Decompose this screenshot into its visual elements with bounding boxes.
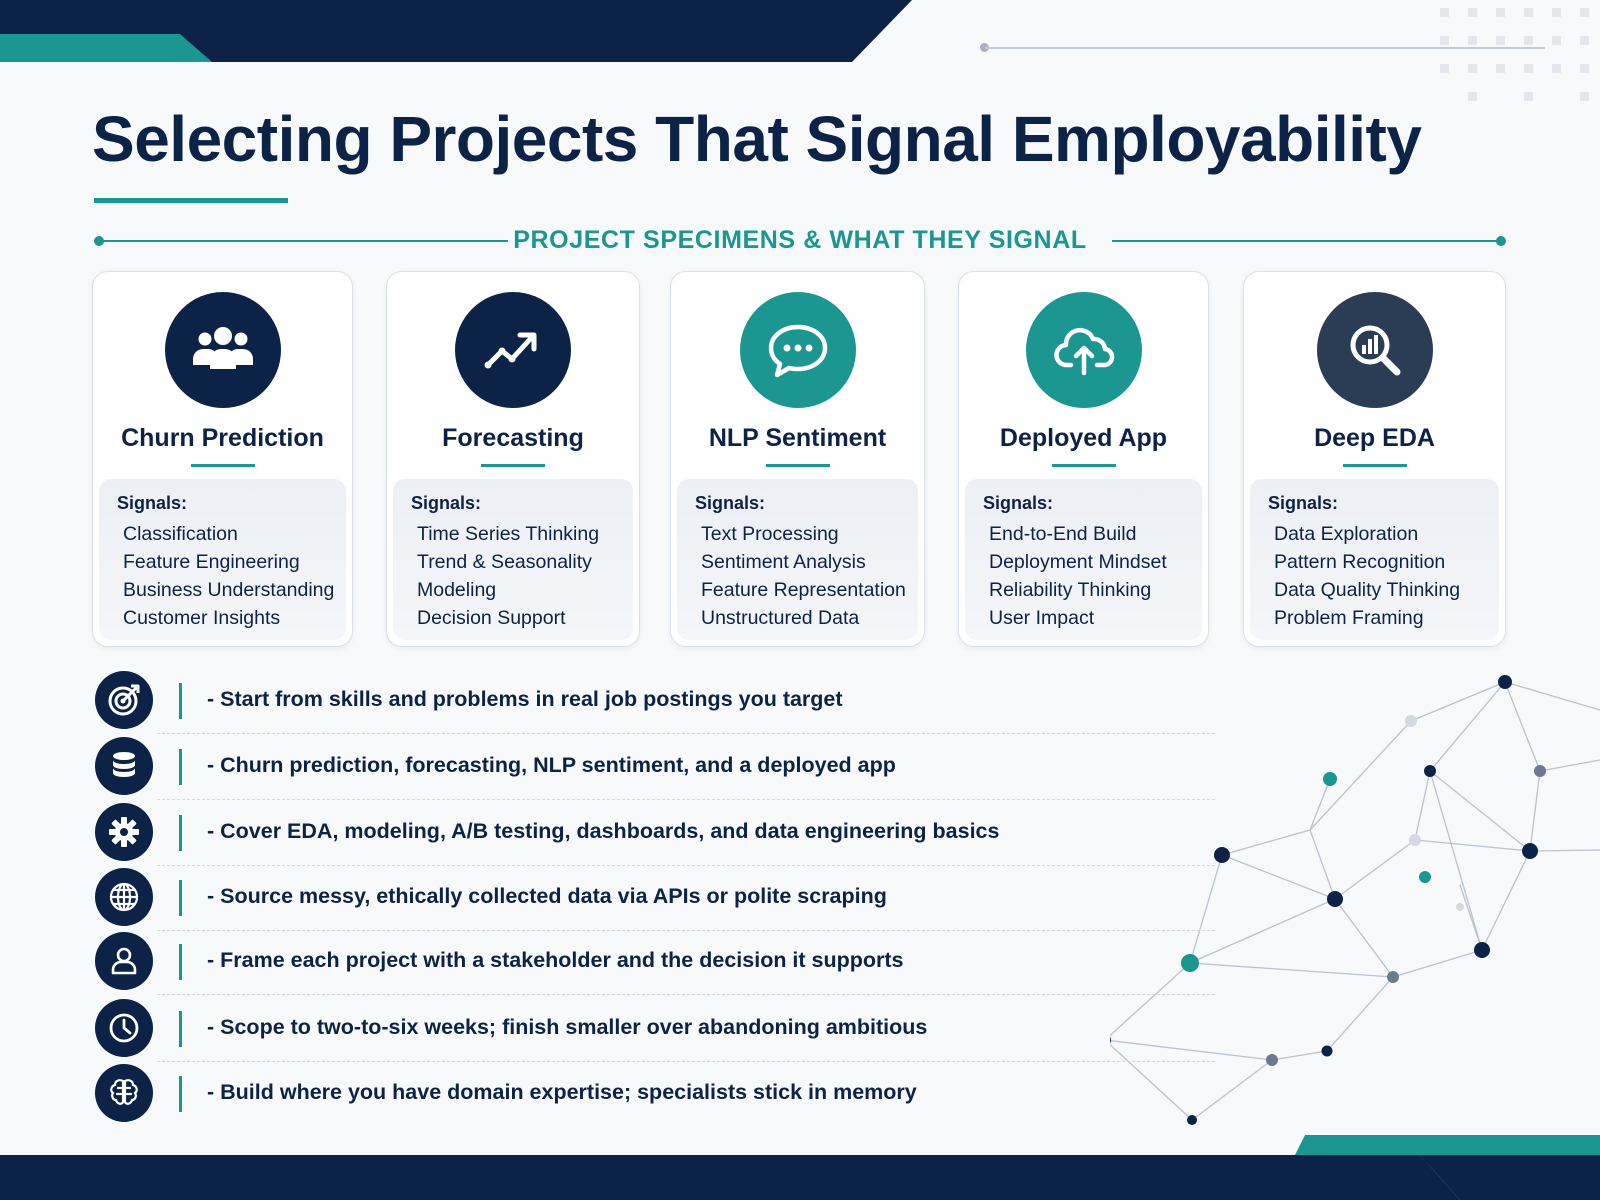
signal-item: Classification [123, 523, 238, 545]
signals-label: Signals: [117, 493, 188, 513]
page-title: Selecting Projects That Signal Employabi… [92, 103, 1422, 175]
database-icon [95, 737, 153, 795]
signals-box: Signals: Text Processing Sentiment Analy… [677, 479, 918, 640]
bullet-separator [157, 799, 1215, 800]
signal-item: Reliability Thinking [989, 579, 1152, 601]
gear-icon [95, 803, 153, 861]
bullet-accent-bar [179, 1011, 182, 1047]
bullet-text: - Source messy, ethically collected data… [207, 884, 887, 908]
cloud-upload-icon [1025, 292, 1142, 408]
signal-item: Feature Engineering [123, 551, 300, 573]
signal-item: User Impact [989, 607, 1095, 629]
card-title: Churn Prediction [121, 424, 324, 452]
bullet-item: - Frame each project with a stakeholder … [95, 930, 1215, 995]
project-card-nlp-sentiment: NLP Sentiment Signals: Text Processing S… [670, 271, 925, 647]
signals-box: Signals: Data Exploration Pattern Recogn… [1250, 479, 1499, 640]
signal-item: Data Quality Thinking [1274, 579, 1461, 601]
signals-box: Signals: Classification Feature Engineer… [99, 479, 346, 640]
bullet-item: - Start from skills and problems in real… [95, 669, 1215, 734]
decorative-line [985, 47, 1545, 49]
bullet-item: - Cover EDA, modeling, A/B testing, dash… [95, 801, 1215, 866]
bullet-item: - Churn prediction, forecasting, NLP sen… [95, 735, 1215, 800]
signal-item: Problem Framing [1274, 607, 1424, 629]
bullet-text: - Scope to two-to-six weeks; finish smal… [207, 1015, 928, 1039]
project-card-deep-eda: Deep EDA Signals: Data Exploration Patte… [1243, 271, 1506, 647]
bullet-text: - Start from skills and problems in real… [207, 687, 843, 711]
signal-item: Data Exploration [1274, 523, 1419, 545]
bullet-separator [157, 1061, 1215, 1062]
project-card-churn-prediction: Churn Prediction Signals: Classification… [92, 271, 353, 647]
signal-item: Text Processing [701, 523, 839, 545]
bullet-text: - Build where you have domain expertise;… [207, 1080, 917, 1104]
title-underline [94, 198, 288, 203]
signal-item: Deployment Mindset [989, 551, 1167, 573]
bottom-banner [0, 1135, 1600, 1200]
top-banner [0, 0, 912, 62]
section-line-right [1112, 240, 1502, 242]
card-title: Deep EDA [1314, 424, 1435, 452]
card-underline [481, 464, 545, 467]
signals-label: Signals: [1268, 493, 1339, 513]
project-card-deployed-app: Deployed App Signals: End-to-End Build D… [958, 271, 1209, 647]
signals-label: Signals: [983, 493, 1054, 513]
section-dot-right [1496, 236, 1506, 246]
trend-up-icon [455, 292, 571, 408]
bullet-accent-bar [179, 683, 182, 719]
signal-item: Unstructured Data [701, 607, 860, 629]
chat-bubble-icon [739, 292, 856, 408]
bullet-separator [157, 994, 1215, 995]
signals-label: Signals: [695, 493, 766, 513]
bullet-accent-bar [179, 749, 182, 785]
clock-icon [95, 999, 153, 1057]
signal-item: Time Series Thinking [417, 523, 600, 545]
card-underline [765, 464, 830, 467]
bullet-accent-bar [179, 815, 182, 851]
card-title: NLP Sentiment [708, 424, 887, 452]
signal-item: Decision Support [417, 607, 566, 629]
decorative-dot-grid [1440, 8, 1589, 101]
person-icon [95, 932, 153, 990]
globe-icon [95, 868, 153, 926]
section-label: PROJECT SPECIMENS & WHAT THEY SIGNAL [513, 226, 1087, 254]
signals-label: Signals: [411, 493, 482, 513]
bullet-item: - Source messy, ethically collected data… [95, 866, 1215, 931]
card-underline [1051, 464, 1116, 467]
card-title: Forecasting [442, 424, 584, 452]
users-icon [164, 292, 281, 408]
bullet-accent-bar [179, 880, 182, 916]
signal-item: Pattern Recognition [1274, 551, 1446, 573]
bullet-separator [157, 865, 1215, 866]
signal-item: Sentiment Analysis [701, 551, 866, 573]
card-title: Deployed App [999, 424, 1168, 452]
bullet-separator [157, 733, 1215, 734]
signal-item: Modeling [417, 579, 497, 601]
bullet-text: - Churn prediction, forecasting, NLP sen… [207, 753, 896, 777]
signal-item: End-to-End Build [989, 523, 1137, 545]
bullet-text: - Frame each project with a stakeholder … [207, 948, 904, 972]
section-line-left [98, 240, 508, 242]
bullet-accent-bar [179, 944, 182, 980]
target-icon [95, 671, 153, 729]
signals-box: Signals: Time Series Thinking Trend & Se… [393, 479, 633, 640]
bullet-item: - Build where you have domain expertise;… [95, 1062, 1215, 1122]
project-card-forecasting: Forecasting Signals: Time Series Thinkin… [386, 271, 640, 647]
brain-icon [95, 1064, 153, 1122]
decorative-dot [980, 43, 989, 52]
signal-item: Trend & Seasonality [417, 551, 592, 573]
card-underline [190, 464, 255, 467]
network-graphic [1110, 675, 1600, 1125]
bullet-text: - Cover EDA, modeling, A/B testing, dash… [207, 819, 1000, 843]
signals-box: Signals: End-to-End Build Deployment Min… [965, 479, 1202, 640]
magnifier-chart-icon [1316, 292, 1433, 408]
signal-item: Customer Insights [123, 607, 281, 629]
bullet-item: - Scope to two-to-six weeks; finish smal… [95, 997, 1215, 1062]
section-header: PROJECT SPECIMENS & WHAT THEY SIGNAL [94, 226, 1506, 256]
bullet-accent-bar [179, 1076, 182, 1112]
signal-item: Business Understanding [123, 579, 335, 601]
card-underline [1342, 464, 1407, 467]
bullet-separator [157, 930, 1215, 931]
signal-item: Feature Representation [701, 579, 906, 601]
